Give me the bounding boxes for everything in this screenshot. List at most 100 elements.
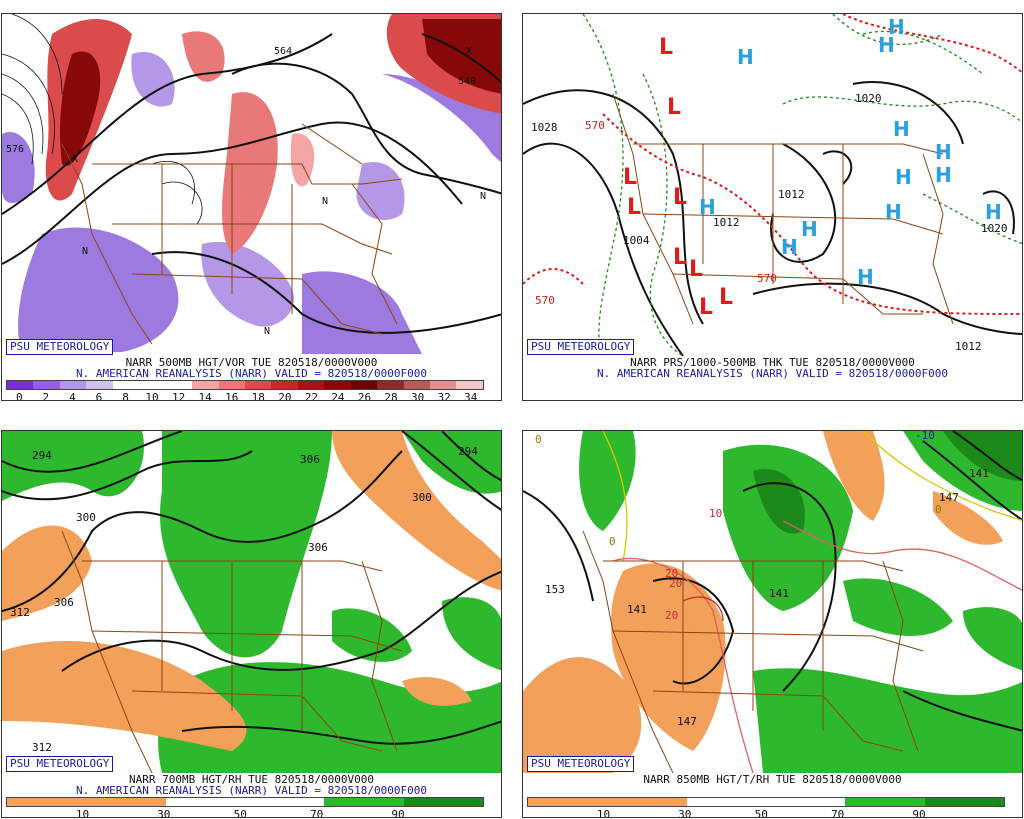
low-pressure-marker: L <box>719 285 733 310</box>
temperature-label: 20 <box>665 567 678 580</box>
isobar-label: 1012 <box>955 340 982 353</box>
isobar-label: 1028 <box>531 121 558 134</box>
map-labels: 564 540 576 N N N N X X <box>6 46 486 337</box>
colorbar-swatch <box>297 381 325 389</box>
low-pressure-marker: L <box>673 185 687 210</box>
chart-caption-title: NARR 500MB HGT/VOR TUE 820518/0000V000 <box>125 356 378 369</box>
colorbar-tick: 34 <box>464 391 478 401</box>
colorbar-swatch <box>7 381 34 389</box>
psu-meteorology-badge: PSU METEOROLOGY <box>6 756 114 772</box>
contour-label: 141 <box>769 587 789 600</box>
chart-caption-valid: N. AMERICAN REANALYSIS (NARR) VALID = 82… <box>76 784 427 797</box>
vorticity-negative-area <box>201 242 294 327</box>
thickness-label: 570 <box>535 294 555 307</box>
temperature-label: 20 <box>669 577 682 590</box>
thickness-label: 570 <box>757 272 777 285</box>
colorbar-swatch <box>324 381 351 389</box>
vorticity-positive-area <box>422 19 501 94</box>
contour-label: 147 <box>677 715 697 728</box>
vorticity-colorbar-ticks: 0 2 4 6 8 10 12 14 16 18 20 22 24 26 28 30 32 34 <box>6 391 484 401</box>
colorbar-swatch <box>350 381 378 389</box>
high-pressure-marker: H <box>935 140 952 164</box>
map-labels: 153 141 147 141 147 141 0 0 10 20 20 20 … <box>535 431 989 728</box>
temperature-contours <box>602 431 1022 773</box>
colorbar-tick: 24 <box>331 391 345 401</box>
vorticity-min-marker: N <box>480 191 486 202</box>
thickness-label: 570 <box>585 119 605 132</box>
political-borders <box>582 530 924 773</box>
colorbar-swatch <box>244 381 272 389</box>
colorbar-swatch <box>430 381 457 389</box>
panel-850mb-hgt-t-rh: 153 141 147 141 147 141 0 0 10 20 20 20 … <box>522 430 1023 818</box>
colorbar-swatch <box>218 381 245 389</box>
height-contours <box>2 431 501 745</box>
political-borders <box>61 530 403 773</box>
high-pressure-marker: H <box>737 45 754 69</box>
colorbar-swatch <box>139 381 166 389</box>
map-labels: 1028 1020 1012 1004 1012 1020 1012 570 5… <box>531 92 1008 353</box>
humidity-colorbar-ticks: 10 30 50 70 90 <box>6 808 484 818</box>
contour-label: 576 <box>6 144 24 155</box>
high-pressure-marker: H <box>893 117 910 141</box>
isobar-label: 1012 <box>713 216 740 229</box>
high-pressure-marker: H <box>781 235 798 259</box>
colorbar-tick: 70 <box>310 808 324 818</box>
low-pressure-marker: L <box>627 195 641 220</box>
colorbar-tick: 30 <box>157 808 171 818</box>
colorbar-tick: 2 <box>42 391 50 401</box>
psu-meteorology-badge: PSU METEOROLOGY <box>527 756 635 772</box>
humidity-dry-areas <box>2 431 501 751</box>
high-pressure-markers: H H H H H H H H H H H H H <box>699 15 1002 289</box>
high-pressure-marker: H <box>801 217 818 241</box>
political-borders <box>61 123 403 345</box>
isobar-label: 1020 <box>981 222 1008 235</box>
contour-label: 306 <box>308 541 328 554</box>
contour-label: 306 <box>54 596 74 609</box>
psu-meteorology-badge: PSU METEOROLOGY <box>527 339 635 355</box>
colorbar-swatch <box>59 381 87 389</box>
chart-caption-title: NARR PRS/1000-500MB THK TUE 820518/0000V… <box>630 356 915 369</box>
colorbar-tick: 10 <box>145 391 159 401</box>
map-labels: 294 300 306 312 306 300 312 306 294 <box>10 445 478 754</box>
colorbar-swatch <box>165 381 193 389</box>
low-pressure-marker: L <box>667 95 681 120</box>
contour-label: 312 <box>10 606 30 619</box>
isobar-label: 1020 <box>855 92 882 105</box>
panel-700mb-hgt-rh: 294 300 306 312 306 300 312 306 294 PSU … <box>1 430 502 818</box>
colorbar-tick: 70 <box>831 808 845 818</box>
temperature-label: 0 <box>935 503 942 516</box>
low-pressure-marker: L <box>659 35 673 60</box>
humidity-moist-areas <box>2 431 501 773</box>
low-pressure-marker: L <box>699 295 713 320</box>
contour-label: 540 <box>458 76 476 87</box>
high-pressure-marker: H <box>878 33 895 57</box>
high-pressure-marker: H <box>699 195 716 219</box>
contour-label: 141 <box>969 467 989 480</box>
humidity-dry-areas <box>523 431 1003 773</box>
high-pressure-marker: H <box>885 200 902 224</box>
colorbar-tick: 0 <box>15 391 23 401</box>
high-pressure-marker: H <box>935 163 952 187</box>
colorbar-tick: 4 <box>69 391 76 401</box>
high-pressure-marker: H <box>857 265 874 289</box>
chart-caption-valid: N. AMERICAN REANALYSIS (NARR) VALID = 82… <box>597 367 948 380</box>
colorbar-tick: 18 <box>251 391 265 401</box>
colorbar-swatch <box>33 381 60 389</box>
thickness-contours-green <box>582 14 1022 356</box>
humidity-colorbar <box>6 797 484 807</box>
vorticity-positive-area <box>182 31 225 82</box>
colorbar-tick: 22 <box>304 391 318 401</box>
colorbar-tick: 90 <box>912 808 926 818</box>
contour-label: 153 <box>545 583 565 596</box>
contour-label: 141 <box>627 603 647 616</box>
isobars <box>523 81 1022 356</box>
colorbar-tick: 16 <box>225 391 239 401</box>
colorbar-swatch <box>86 381 113 389</box>
colorbar-tick: 8 <box>122 391 129 401</box>
colorbar-swatch <box>377 381 404 389</box>
high-pressure-marker: H <box>888 15 905 39</box>
chart-caption-title: NARR 850MB HGT/T/RH TUE 820518/0000V000 <box>643 773 902 786</box>
contour-label: 147 <box>939 491 959 504</box>
colorbar-tick: 50 <box>233 808 247 818</box>
temperature-label: 10 <box>709 507 722 520</box>
